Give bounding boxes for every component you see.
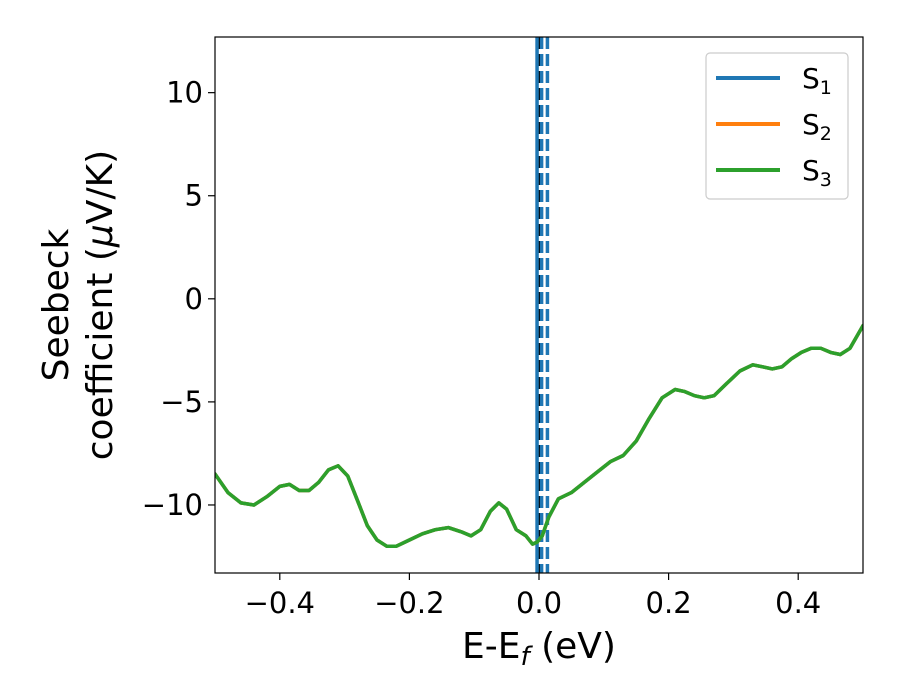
y-axis-label-mu: μ [80,224,121,248]
x-axis-label: E-Ef (eV) [462,626,616,672]
x-tick-label: 0.0 [516,586,562,620]
y-tick-label: −10 [142,488,203,522]
x-axis-label-unit: (eV) [530,626,616,667]
y-tick-label: 0 [185,282,203,316]
y-axis-label-post: V/K) [80,150,121,224]
x-tick-label: 0.4 [775,586,821,620]
legend-entry-s3: S3 [716,154,832,191]
series-lines [215,323,863,548]
y-tick-label: 5 [185,179,203,213]
legend-label-s1: S1 [802,62,832,99]
y-tick-label: −5 [160,385,203,419]
legend-label-s2: S2 [802,108,832,145]
x-axis-ticks: −0.4 −0.2 0.0 0.2 0.4 [245,573,821,620]
vertical-lines [535,37,550,573]
y-axis-label-line1: Seebeck [36,228,77,381]
x-tick-label: −0.4 [245,586,315,620]
legend-entry-s1: S1 [716,62,832,99]
legend: S1 S2 S3 [705,52,849,200]
x-axis-label-main: E-E [462,626,520,667]
y-tick-label: 10 [166,76,203,110]
x-tick-label: −0.2 [374,586,444,620]
legend-entry-s2: S2 [716,108,832,145]
x-tick-label: 0.2 [646,586,692,620]
series-line-s3 [215,323,863,548]
y-axis-label: Seebeck coefficient (μV/K) [36,150,121,460]
y-axis-label-line2: coefficient (μV/K) [80,150,121,460]
y-axis-ticks: 10 5 0 −5 −10 [142,76,215,522]
legend-label-s3: S3 [802,154,832,191]
y-axis-label-pre: coefficient ( [80,247,121,460]
